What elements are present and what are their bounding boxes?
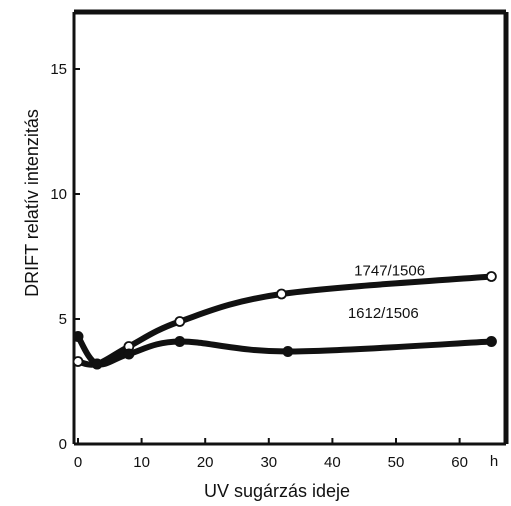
y-tick-label: 15 [50, 61, 67, 78]
x-tick-label: 20 [197, 454, 214, 471]
open-circle-marker [485, 271, 497, 282]
x-tick-label: 50 [388, 454, 405, 471]
open-circle-marker [174, 316, 186, 327]
x-tick-label: 30 [260, 454, 277, 471]
filled-circle-marker [174, 336, 186, 347]
y-tick-label: 0 [59, 436, 67, 453]
series-label-2: 1612/1506 [348, 305, 419, 322]
filled-circle-marker [123, 348, 135, 360]
filled-circle-marker [91, 358, 103, 370]
y-tick-label: 10 [50, 186, 67, 203]
filled-circle-marker [282, 346, 294, 357]
series-label-1: 1747/1506 [354, 262, 425, 279]
x-axis-title: UV sugárzás ideje [204, 481, 350, 501]
open-circle-marker [276, 288, 287, 300]
x-tick-label: 0 [74, 454, 82, 471]
filled-circle-marker [72, 331, 84, 342]
x-tick-label: 60 [451, 454, 468, 471]
y-axis-title: DRIFT relatív intenzitás [22, 109, 42, 297]
y-tick-label: 5 [59, 311, 67, 328]
open-circle-marker [72, 356, 84, 367]
x-tick-label: 10 [133, 454, 150, 471]
x-tick-label: 40 [324, 454, 341, 471]
filled-circle-marker [485, 336, 497, 347]
x-axis-unit: h [490, 453, 498, 470]
